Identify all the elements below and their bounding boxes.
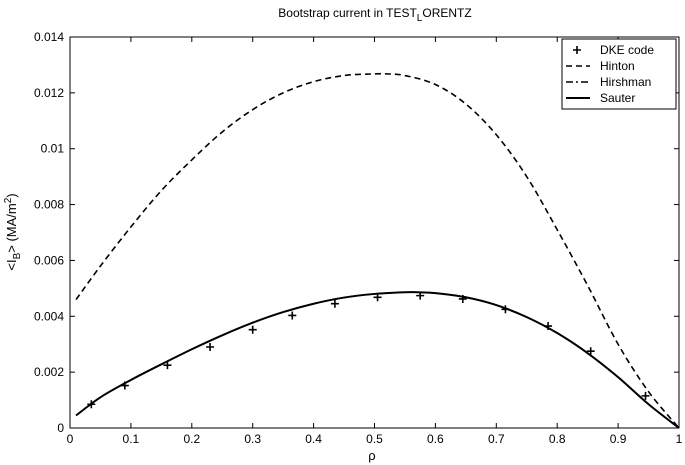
legend-item-hirshman: Hirshman [566, 75, 651, 89]
x-tick-label: 0.9 [610, 432, 627, 446]
data-point-dke-code [330, 299, 339, 308]
y-tick-label: 0.01 [41, 142, 65, 156]
y-axis-label-subscript: B [12, 252, 23, 259]
y-axis-label-superscript: 2 [3, 197, 14, 203]
x-axis-label: ρ [368, 448, 375, 463]
chart-title: Bootstrap current in TESTLORENTZ [278, 6, 471, 24]
data-point-dke-code [248, 325, 257, 334]
legend-label-dke: DKE code [600, 43, 654, 57]
series-line-hirshman [75, 291, 680, 429]
y-axis: 0 0.002 0.004 0.006 0.008 0.01 0.012 0.014 [34, 30, 679, 435]
y-axis-label-unit: > (MA/m [4, 203, 19, 252]
y-tick-label: 0 [57, 421, 64, 435]
x-tick-label: 0.3 [244, 432, 261, 446]
chart-title-main: Bootstrap current in TEST [278, 6, 417, 20]
series-line-hinton [75, 72, 680, 429]
legend-marker-plus-icon [573, 46, 581, 54]
x-tick-label: 0.1 [123, 432, 140, 446]
legend: DKE code Hinton Hirshman Sauter [561, 38, 677, 110]
x-tick-label: 1 [676, 432, 683, 446]
series-dke-code [87, 291, 650, 409]
y-tick-label: 0.006 [34, 253, 64, 267]
chart-title-suffix: ORENTZ [422, 6, 471, 20]
legend-item-sauter: Sauter [566, 91, 635, 105]
legend-label-hinton: Hinton [600, 59, 635, 73]
chart-title-subscript: L [417, 13, 423, 24]
x-axis: 0 0.1 0.2 0.3 0.4 0.5 0.6 0.7 0.8 0.9 1 [67, 37, 683, 446]
series-group [75, 72, 680, 429]
x-tick-label: 0.2 [183, 432, 200, 446]
legend-label-sauter: Sauter [600, 91, 635, 105]
y-tick-label: 0.002 [34, 365, 64, 379]
data-point-dke-code [206, 343, 215, 352]
legend-item-hinton: Hinton [566, 59, 635, 73]
y-axis-label: <IB> (MA/m2) [3, 193, 23, 270]
legend-label-hirshman: Hirshman [600, 75, 651, 89]
y-tick-label: 0.008 [34, 198, 64, 212]
data-point-dke-code [641, 391, 650, 400]
x-tick-label: 0.4 [305, 432, 322, 446]
y-tick-label: 0.012 [34, 86, 64, 100]
data-point-dke-code [163, 361, 172, 370]
x-tick-label: 0.6 [427, 432, 444, 446]
x-tick-label: 0 [67, 432, 74, 446]
x-tick-label: 0.5 [366, 432, 383, 446]
legend-item-dke: DKE code [573, 43, 654, 57]
y-tick-label: 0.014 [34, 30, 64, 44]
y-tick-label: 0.004 [34, 309, 64, 323]
data-point-dke-code [288, 311, 297, 320]
data-point-dke-code [586, 347, 595, 356]
y-axis-label-suffix: ) [4, 193, 19, 197]
y-axis-label-prefix: <I [4, 259, 19, 270]
series-line-sauter [75, 291, 680, 429]
x-tick-label: 0.7 [488, 432, 505, 446]
x-tick-label: 0.8 [549, 432, 566, 446]
